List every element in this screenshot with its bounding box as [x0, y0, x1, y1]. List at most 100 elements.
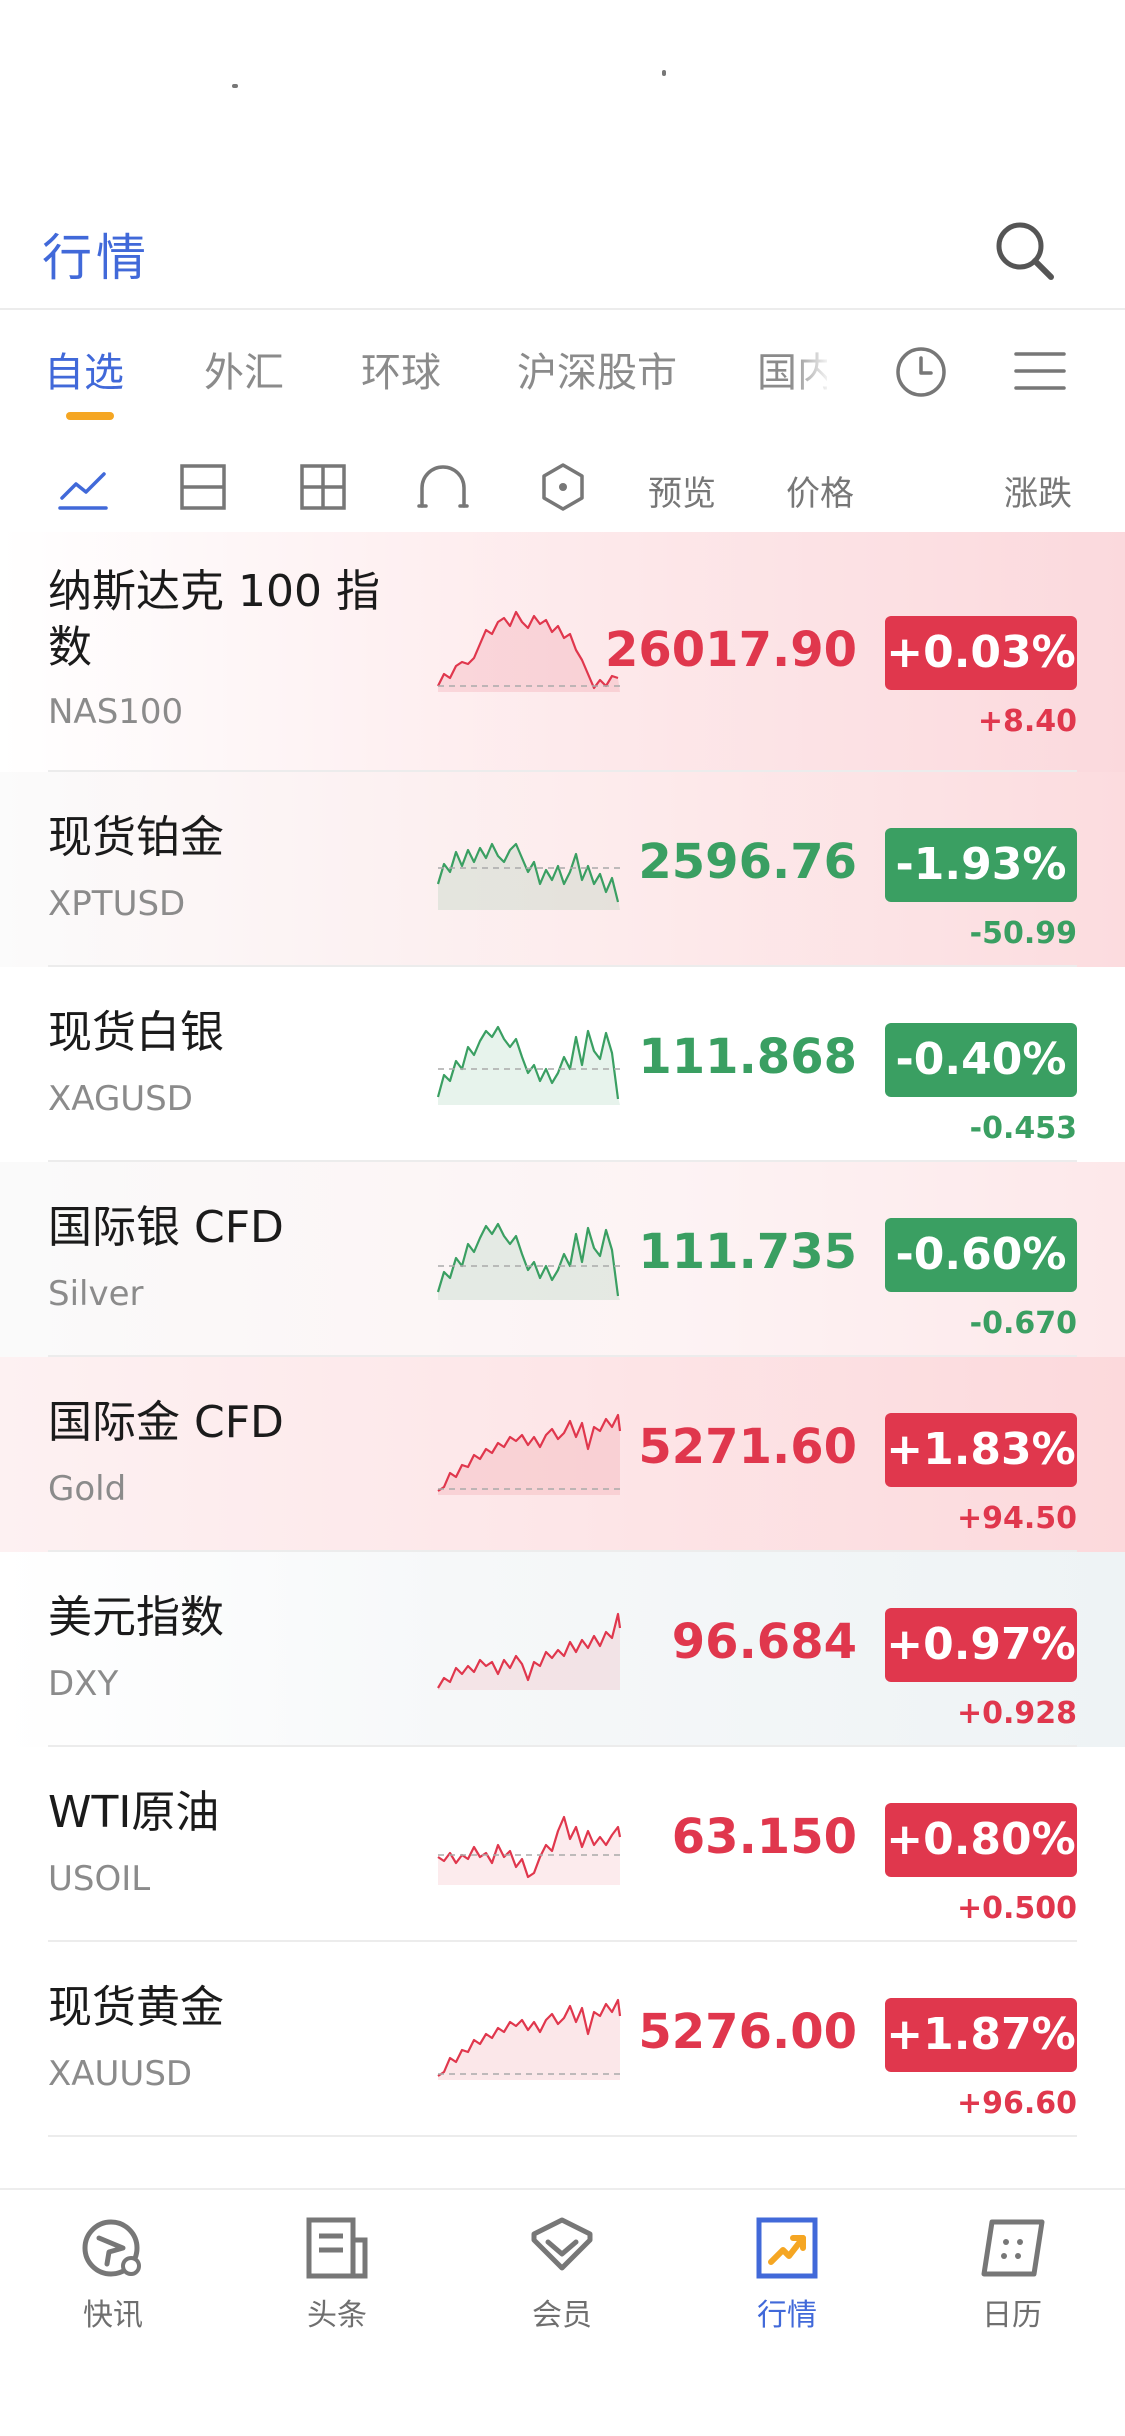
- heatmap-view-button[interactable]: [416, 460, 470, 514]
- nav-label: 头条: [307, 2298, 367, 2333]
- tab-forex[interactable]: 外汇: [204, 350, 284, 396]
- change-percent-badge[interactable]: -0.60%: [885, 1218, 1077, 1292]
- tab-a-shares[interactable]: 沪深股市: [517, 350, 677, 396]
- nav-membership[interactable]: 会员: [487, 2212, 637, 2334]
- nav-flash-news[interactable]: 快讯: [38, 2212, 188, 2334]
- grid-view-button[interactable]: [296, 460, 350, 514]
- row-divider: [48, 1550, 1077, 1552]
- row-divider: [48, 1355, 1077, 1357]
- change-value: -0.670: [969, 1306, 1077, 1341]
- change-percent-badge[interactable]: +1.83%: [885, 1413, 1077, 1487]
- quote-row-xauusd[interactable]: 现货黄金 XAUUSD 5276.00 +1.87% +96.60: [0, 1942, 1125, 2137]
- newspaper-icon: [306, 2217, 368, 2279]
- quote-row-xagusd[interactable]: 现货白银 XAGUSD 111.868 -0.40% -0.453: [0, 967, 1125, 1162]
- sparkline-chart: [437, 1612, 622, 1690]
- heatmap-icon: [417, 465, 469, 508]
- status-indicator-right: [662, 70, 666, 76]
- quote-price: 111.735: [638, 1224, 857, 1280]
- change-value: +0.500: [956, 1891, 1077, 1926]
- column-change[interactable]: 涨跌: [1004, 474, 1072, 514]
- quote-price: 5276.00: [638, 2004, 857, 2060]
- change-percent-badge[interactable]: -0.40%: [885, 1023, 1077, 1097]
- change-value: +96.60: [956, 2086, 1077, 2121]
- search-icon: [996, 222, 1054, 280]
- search-button[interactable]: [990, 216, 1060, 286]
- quote-price: 2596.76: [638, 834, 857, 890]
- clock-icon: [896, 347, 946, 397]
- nav-calendar[interactable]: 日历: [937, 2212, 1087, 2334]
- quote-symbol: Silver: [48, 1274, 144, 1314]
- nav-label: 快讯: [83, 2298, 143, 2333]
- active-tab-indicator: [66, 412, 114, 420]
- line-chart-view-button[interactable]: [56, 460, 110, 514]
- hexagon-icon: [542, 463, 584, 511]
- sparkline-chart: [437, 1413, 622, 1495]
- quote-symbol: XAGUSD: [48, 1079, 193, 1119]
- row-divider: [48, 965, 1077, 967]
- quote-name: 现货白银: [48, 1007, 224, 1058]
- quote-list: 纳斯达克 100 指数 NAS100 26017.90 +0.03% +8.40…: [0, 532, 1125, 2137]
- quote-row-xptusd[interactable]: 现货铂金 XPTUSD 2596.76 -1.93% -50.99: [0, 772, 1125, 967]
- quote-name: 纳斯达克 100 指数: [48, 566, 380, 673]
- row-divider: [48, 1160, 1077, 1162]
- change-value: +8.40: [977, 704, 1077, 739]
- quote-price: 5271.60: [638, 1419, 857, 1475]
- calendar-icon: [981, 2219, 1045, 2277]
- quote-row-dxy[interactable]: 美元指数 DXY 96.684 +0.97% +0.928: [0, 1552, 1125, 1747]
- tab-watchlist[interactable]: 自选: [44, 350, 124, 396]
- quote-symbol: XPTUSD: [48, 884, 186, 924]
- history-button[interactable]: [893, 344, 949, 400]
- quote-symbol: DXY: [48, 1664, 119, 1704]
- change-value: -50.99: [969, 916, 1077, 951]
- market-chart-icon: [756, 2217, 818, 2279]
- status-bar: [0, 0, 1125, 190]
- tab-global[interactable]: 环球: [361, 350, 441, 396]
- quote-name: WTI原油: [48, 1787, 220, 1838]
- hexagon-view-button[interactable]: [536, 460, 590, 514]
- flash-news-icon: [82, 2219, 141, 2277]
- change-percent-badge[interactable]: +1.87%: [885, 1998, 1077, 2072]
- sparkline-chart: [437, 1998, 622, 2080]
- nav-label: 会员: [532, 2298, 592, 2333]
- change-percent-badge[interactable]: +0.97%: [885, 1608, 1077, 1682]
- quote-name: 国际银 CFD: [48, 1202, 284, 1253]
- quote-row-nas100[interactable]: 纳斯达克 100 指数 NAS100 26017.90 +0.03% +8.40: [0, 532, 1125, 772]
- sparkline-chart: [437, 1815, 622, 1885]
- quote-symbol: NAS100: [48, 692, 184, 732]
- change-percent-badge[interactable]: +0.03%: [885, 616, 1077, 690]
- sparkline-chart: [436, 842, 620, 910]
- row-divider: [48, 770, 1077, 772]
- grid-view-icon: [300, 464, 346, 510]
- column-preview: 预览: [648, 474, 716, 514]
- row-divider: [48, 1940, 1077, 1942]
- nav-headlines[interactable]: 头条: [262, 2212, 412, 2334]
- quote-row-usoil[interactable]: WTI原油 USOIL 63.150 +0.80% +0.500: [0, 1747, 1125, 1942]
- nav-label: 行情: [757, 2298, 817, 2333]
- app-header: 行情: [0, 190, 1125, 310]
- quote-symbol: XAUUSD: [48, 2054, 193, 2094]
- change-percent-badge[interactable]: -1.93%: [885, 828, 1077, 902]
- list-view-button[interactable]: [176, 460, 230, 514]
- quote-price: 96.684: [671, 1614, 857, 1670]
- sparkline-chart: [436, 1025, 620, 1105]
- quote-name: 国际金 CFD: [48, 1397, 284, 1448]
- change-value: +0.928: [956, 1696, 1077, 1731]
- menu-icon: [1014, 352, 1066, 390]
- tabs-fade: [790, 332, 850, 402]
- change-value: +94.50: [956, 1501, 1077, 1536]
- menu-button[interactable]: [1012, 346, 1068, 396]
- line-chart-icon: [58, 472, 108, 510]
- quote-price: 111.868: [638, 1029, 857, 1085]
- quote-name: 现货黄金: [48, 1982, 224, 2033]
- quote-row-silver[interactable]: 国际银 CFD Silver 111.735 -0.60% -0.670: [0, 1162, 1125, 1357]
- page-title: 行情: [42, 229, 150, 287]
- market-tabs: 自选 外汇 环球 沪深股市 国内: [0, 312, 1125, 432]
- change-value: -0.453: [969, 1111, 1077, 1146]
- column-price: 价格: [786, 474, 854, 514]
- quote-symbol: USOIL: [48, 1859, 151, 1899]
- change-percent-badge[interactable]: +0.80%: [885, 1803, 1077, 1877]
- nav-label: 日历: [982, 2298, 1042, 2333]
- quote-row-gold[interactable]: 国际金 CFD Gold 5271.60 +1.83% +94.50: [0, 1357, 1125, 1552]
- bottom-nav: 快讯 头条 会员 行情 日历: [0, 2188, 1125, 2436]
- nav-market[interactable]: 行情: [712, 2212, 862, 2334]
